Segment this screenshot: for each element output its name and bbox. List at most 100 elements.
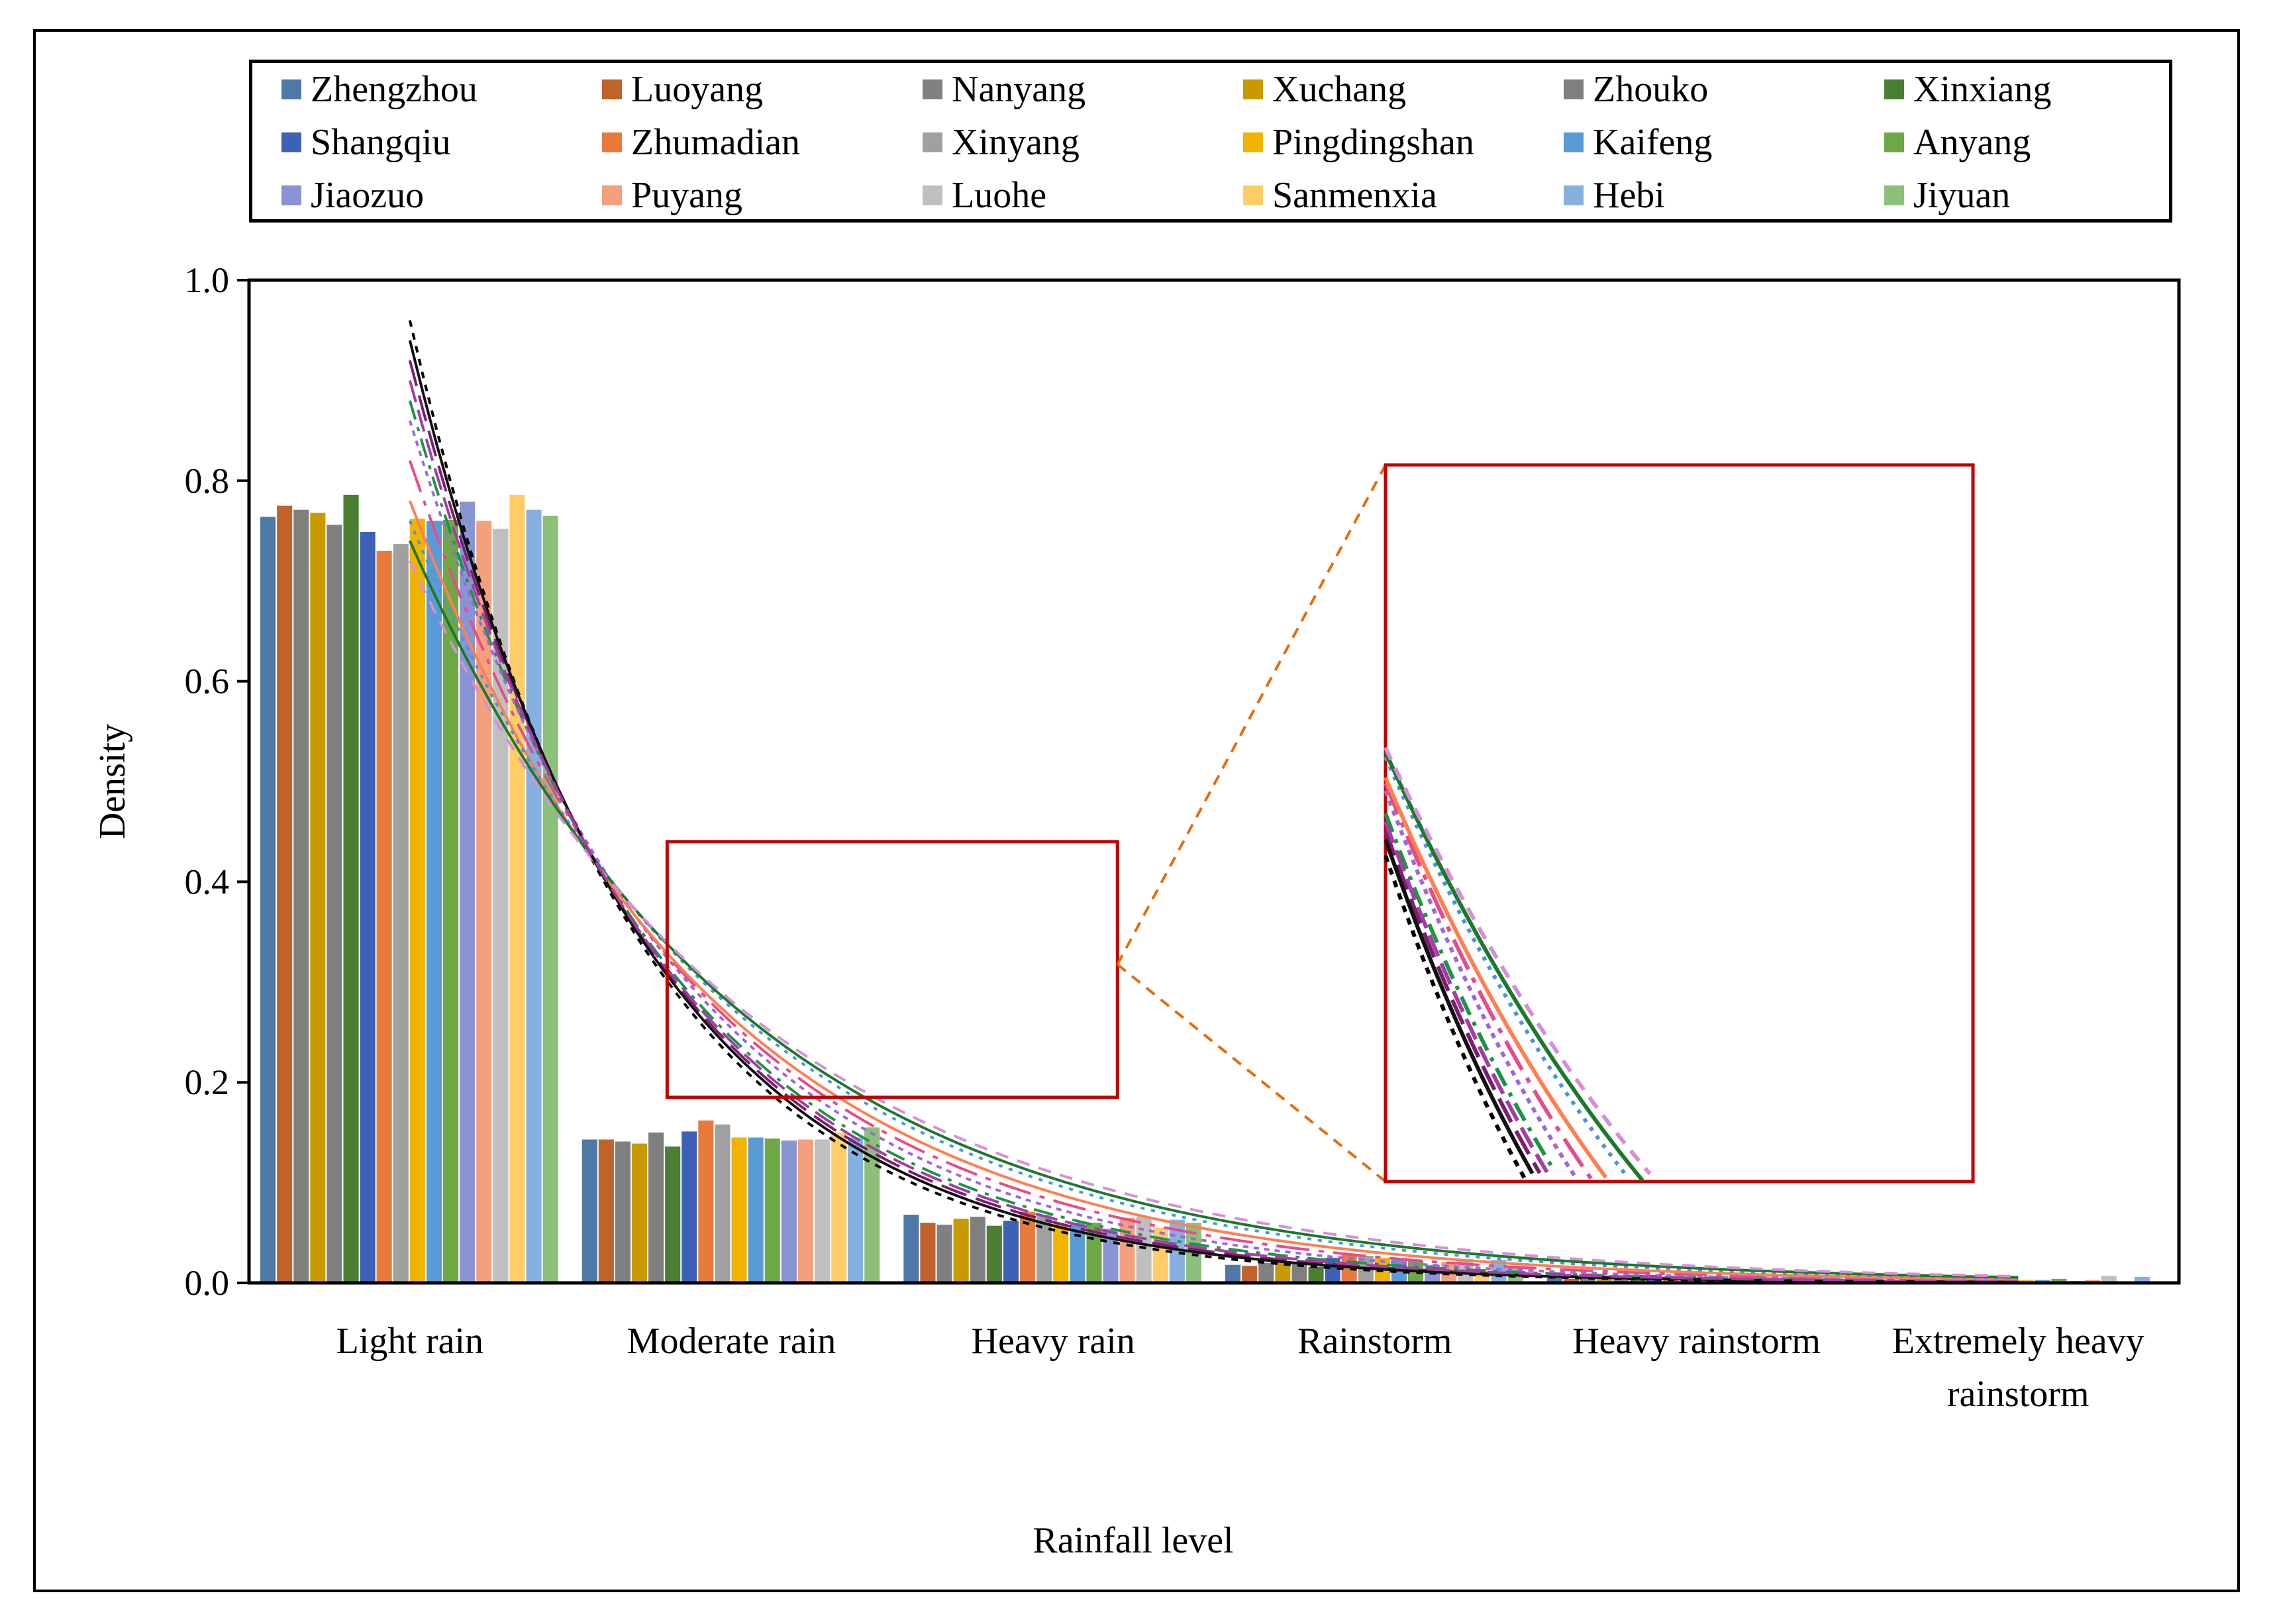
legend-swatch xyxy=(1564,132,1584,152)
bar-anyang-0 xyxy=(443,519,459,1283)
zoom-connector-bottom xyxy=(1117,963,1387,1183)
bar-zhumadian-1 xyxy=(698,1120,714,1283)
legend-item-xinyang: Xinyang xyxy=(923,117,1080,168)
bar-anyang-1 xyxy=(764,1139,780,1283)
legend-item-puyang: Puyang xyxy=(602,170,742,221)
legend-swatch xyxy=(281,79,301,99)
bar-kaifeng-0 xyxy=(426,521,442,1283)
legend-label: Hebi xyxy=(1593,175,1665,216)
fit-curve-10 xyxy=(408,380,2019,1284)
x-category-label-line: Rainstorm xyxy=(1297,1321,1452,1362)
bar-nanyang-4 xyxy=(1580,1276,1595,1283)
bar-zhouko-3 xyxy=(1291,1264,1307,1283)
zoom-inset-box xyxy=(1384,463,1975,1184)
legend-item-jiyuan: Jiyuan xyxy=(1884,170,2010,221)
bar-zhengzhou-3 xyxy=(1225,1264,1241,1283)
legend-swatch xyxy=(1564,79,1584,99)
legend-swatch xyxy=(1243,79,1263,99)
bar-sanmenxia-0 xyxy=(509,495,525,1283)
bar-xinxiang-0 xyxy=(343,495,359,1283)
inset-curve-1 xyxy=(1384,829,1542,1174)
bar-puyang-2 xyxy=(1119,1217,1135,1283)
legend-swatch xyxy=(923,185,942,205)
y-tick-labels: 0.0 0.2 0.4 0.6 0.8 1.0 xyxy=(185,260,230,1303)
legend-label: Anyang xyxy=(1913,122,2031,163)
zoom-callout xyxy=(665,463,1975,1184)
legend: Zhengzhou Luoyang Nanyang Xuchang Zhouko Xinx… xyxy=(249,60,2172,223)
bar-luohe-1 xyxy=(815,1139,831,1283)
legend-label: Sanmenxia xyxy=(1272,175,1437,216)
legend-item-luohe: Luohe xyxy=(923,170,1046,221)
inset-curve-6 xyxy=(1384,756,1630,1179)
zoom-connector-top xyxy=(1116,464,1387,966)
bar-shangqiu-0 xyxy=(360,532,376,1283)
inset-curve-9 xyxy=(1384,838,1535,1175)
bar-zhumadian-0 xyxy=(376,550,392,1283)
legend-label: Luohe xyxy=(952,175,1047,216)
fit-curve-3 xyxy=(408,420,2019,1283)
bar-luoyang-3 xyxy=(1242,1266,1258,1283)
legend-label: Xinyang xyxy=(952,122,1080,163)
legend-label: Zhouko xyxy=(1593,69,1709,110)
bar-kaifeng-2 xyxy=(1070,1223,1086,1283)
y-axis-ticks xyxy=(237,279,249,1284)
bar-xinyang-0 xyxy=(393,544,409,1284)
legend-item-kaifeng: Kaifeng xyxy=(1564,117,1712,168)
bar-nanyang-2 xyxy=(936,1225,952,1283)
x-category-label-line: Heavy rain xyxy=(972,1321,1135,1362)
bar-zhengzhou-2 xyxy=(903,1215,919,1283)
legend-swatch xyxy=(923,79,942,99)
legend-swatch xyxy=(1564,185,1584,205)
bar-pingdingshan-2 xyxy=(1053,1223,1069,1283)
inset-curve-8 xyxy=(1384,746,1652,1176)
legend-label: Zhengzhou xyxy=(311,69,478,110)
bar-xinxiang-1 xyxy=(665,1146,681,1283)
bar-nanyang-3 xyxy=(1258,1262,1274,1283)
legend-swatch xyxy=(602,79,622,99)
legend-label: Nanyang xyxy=(952,69,1086,110)
x-category-label: Rainstorm xyxy=(1297,1321,1452,1362)
legend-item-hebi: Hebi xyxy=(1564,170,1665,221)
x-category-label-line: Moderate rain xyxy=(627,1321,836,1362)
legend-item-zhouko: Zhouko xyxy=(1564,64,1708,115)
bar-puyang-1 xyxy=(797,1139,813,1283)
x-category-label-line: Extremely heavy xyxy=(1892,1321,2145,1362)
x-category-label-line: Light rain xyxy=(336,1321,483,1362)
legend-swatch xyxy=(923,132,942,152)
x-category-label: Light rain xyxy=(336,1321,483,1362)
x-category-label-line: Heavy rainstorm xyxy=(1572,1321,1821,1362)
bar-anyang-5 xyxy=(2051,1278,2067,1283)
legend-label: Shangqiu xyxy=(311,122,451,163)
bar-pingdingshan-1 xyxy=(731,1137,747,1283)
legend-item-jiaozuo: Jiaozuo xyxy=(281,170,424,221)
legend-label: Jiyuan xyxy=(1913,175,2011,216)
bar-shangqiu-2 xyxy=(1003,1221,1019,1283)
bar-xuchang-3 xyxy=(1275,1262,1291,1283)
legend-item-xuchang: Xuchang xyxy=(1243,64,1406,115)
bar-hebi-1 xyxy=(848,1137,864,1283)
bar-luohe-0 xyxy=(493,529,509,1283)
legend-item-anyang: Anyang xyxy=(1884,117,2031,168)
inset-curve-10 xyxy=(1384,821,1549,1174)
y-axis-title: Density xyxy=(92,724,133,839)
figure-frame xyxy=(33,29,2240,1592)
inset-curve-0 xyxy=(1384,855,1527,1180)
bar-luohe-2 xyxy=(1136,1217,1152,1283)
legend-item-xinxiang: Xinxiang xyxy=(1884,64,2051,115)
bar-luohe-5 xyxy=(2101,1276,2117,1283)
x-category-label: Moderate rain xyxy=(627,1321,836,1362)
bar-sanmenxia-1 xyxy=(831,1132,847,1283)
bar-sanmenxia-2 xyxy=(1152,1227,1168,1283)
legend-label: Puyang xyxy=(631,175,742,216)
bar-xuchang-4 xyxy=(1596,1276,1612,1283)
bar-zhengzhou-4 xyxy=(1546,1278,1562,1283)
fit-curve-5 xyxy=(408,500,2019,1281)
bar-xinyang-2 xyxy=(1036,1215,1052,1283)
bar-jiaozuo-1 xyxy=(781,1141,797,1283)
inset-curve-7 xyxy=(1384,751,1644,1182)
bar-luoyang-1 xyxy=(598,1139,614,1283)
y-tick-label: 0.0 xyxy=(185,1263,230,1303)
zoom-source-box xyxy=(665,840,1119,1099)
bar-zhengzhou-0 xyxy=(260,517,276,1283)
